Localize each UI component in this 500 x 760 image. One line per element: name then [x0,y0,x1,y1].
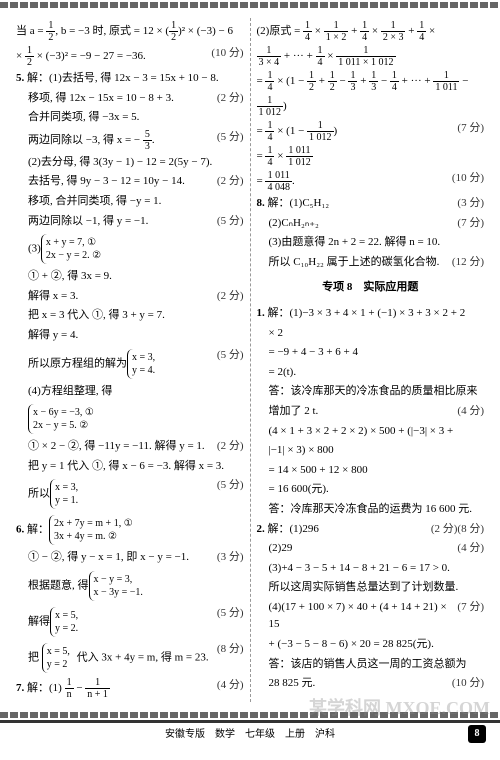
text-line: 根据题意, 得x − y = 3,x − 3y = −1. [16,569,244,603]
text-line: (4)(17 + 100 × 7) × 40 + (4 + 14 + 21) ×… [257,599,485,634]
text-line: + (−3 − 5 − 8 − 6) × 20 = 28 825(元). [257,636,485,654]
section-heading: 专项 8 实际应用题 [257,279,485,297]
text-line: 所以x = 3,y = 1.(5 分) [16,477,244,511]
text-line: (2)去分母, 得 3(3y − 1) − 12 = 2(5y − 7). [16,154,244,172]
text-line: 1. 解：(1)−3 × 3 + 4 × 1 + (−1) × 3 + 3 × … [257,305,485,323]
text-line: = 16 600(元). [257,481,485,499]
text-line: 移项, 合并同类项, 得 −y = 1. [16,193,244,211]
text-line: 两边同除以 −3, 得 x = − 53.(5 分) [16,129,244,152]
text-line: (2)CₙH₂ₙ₊₂(7 分) [257,215,485,233]
text-line: 11 012) [257,95,485,118]
text-line: |−1| × 3) × 800 [257,442,485,460]
score: (10 分) [211,45,243,63]
text-line: 28 825 元.(10 分) [257,675,485,693]
text-line: (3)由题意得 2n + 2 = 22. 解得 n = 10. [257,234,485,252]
text-line: 所以这周实际销售总量达到了计划数量. [257,579,485,597]
watermark: 某学科网 MXOE.COM [309,694,490,723]
text-line: = −9 + 4 − 3 + 6 + 4 [257,344,485,362]
text-line: 移项, 得 12x − 15x = 10 − 8 + 3.(2 分) [16,90,244,108]
text-line: 答：该冷库那天的冷冻食品的质量相比原来 [257,383,485,401]
text-line: 13 × 4 + ··· + 14 × 11 011 × 1 012 [257,45,485,68]
text-line: 6. 解：2x + 7y = m + 1, ①3x + 4y = m. ② [16,513,244,547]
text-line: 两边同除以 −1, 得 y = −1.(5 分) [16,213,244,231]
text-line: 把 x = 5,y = 2 代入 3x + 4y = m, 得 m = 23.(… [16,641,244,675]
page-footer: 安徽专版 数学 七年级 上册 沪科 8 某学科网 MXOE.COM [0,720,500,747]
right-column: (2)原式 = 14 × 11 × 2 + 14 × 12 × 3 + 14 ×… [251,18,491,702]
text-line: 解得x = 5,y = 2.(5 分) [16,605,244,639]
text-line: (2)原式 = 14 × 11 × 2 + 14 × 12 × 3 + 14 × [257,20,485,43]
text-line: (2)29(4 分) [257,540,485,558]
text-line: 解得 y = 4. [16,327,244,345]
text-line: = 14 × 1 0111 012 [257,145,485,168]
text-line: 所以 C₁₀H₂₂ 属于上述的碳氢化合物.(12 分) [257,254,485,272]
top-wave [0,2,500,8]
text-line: x − 6y = −3, ①2x − y = 5. ② [16,402,244,436]
page-number: 8 [468,725,486,743]
text-line: 答：冷库那天冷冻食品的运费为 16 600 元. [257,501,485,519]
text-line: (3)+4 − 3 − 5 + 14 − 8 + 21 − 6 = 17 > 0… [257,560,485,578]
text-line: 去括号, 得 9y − 3 − 12 = 10y − 14.(2 分) [16,173,244,191]
text-line: (4 × 1 + 3 × 2 + 2 × 2) × 500 + (|−3| × … [257,423,485,441]
text-line: (4)方程组整理, 得 [16,383,244,401]
text-line: 当 a = 12, b = −3 时, 原式 = 12 × (12)² × (−… [16,20,244,43]
text-line: 5. 解：(1)去括号, 得 12x − 3 = 15x + 10 − 8. [16,70,244,88]
text-line: ① − ②, 得 y − x = 1, 即 x − y = −1.(3 分) [16,549,244,567]
text-line: 合并同类项, 得 −3x = 5. [16,109,244,127]
text-line: = 1 0114 048.(10 分) [257,170,485,193]
text-line: 8. 解：(1)C₅H₁₂(3 分) [257,195,485,213]
text-line: = 2(t). [257,364,485,382]
text-line: 7. 解：(1) 1n − 1n + 1(4 分) [16,677,244,700]
text-line: = 14 × (1 − 11 012)(7 分) [257,120,485,143]
text-line: 增加了 2 t.(4 分) [257,403,485,421]
text-line: 所以原方程组的解为x = 3,y = 4.(5 分) [16,347,244,381]
text-line: 2. 解：(1)296(2 分) [257,521,485,539]
text-line: (3)x + y = 7, ①2x − y = 2. ② [16,232,244,266]
text-line: × 2 [257,325,485,343]
text-line: × 12 × (−3)² = −9 − 27 = −36. (10 分) [16,45,244,68]
text-line: = 14 × 500 + 12 × 800 [257,462,485,480]
page-container: 当 a = 12, b = −3 时, 原式 = 12 × (12)² × (−… [0,10,500,710]
text-line: ① × 2 − ②, 得 −11y = −11. 解得 y = 1.(2 分) [16,438,244,456]
text-line: 把 y = 1 代入 ①, 得 x − 6 = −3. 解得 x = 3. [16,458,244,476]
text-line: 解得 x = 3.(2 分) [16,288,244,306]
text-line: ① + ②, 得 3x = 9. [16,268,244,286]
footer-text: 安徽专版 数学 七年级 上册 沪科 [165,729,335,740]
text-line: = 14 × (1 − 12 + 12 − 13 + 13 − 14 + ···… [257,70,485,93]
text-line: 答：该店的销售人员这一周的工资总额为 [257,656,485,674]
left-column: 当 a = 12, b = −3 时, 原式 = 12 × (12)² × (−… [10,18,251,702]
text-line: 把 x = 3 代入 ①, 得 3 + y = 7. [16,307,244,325]
